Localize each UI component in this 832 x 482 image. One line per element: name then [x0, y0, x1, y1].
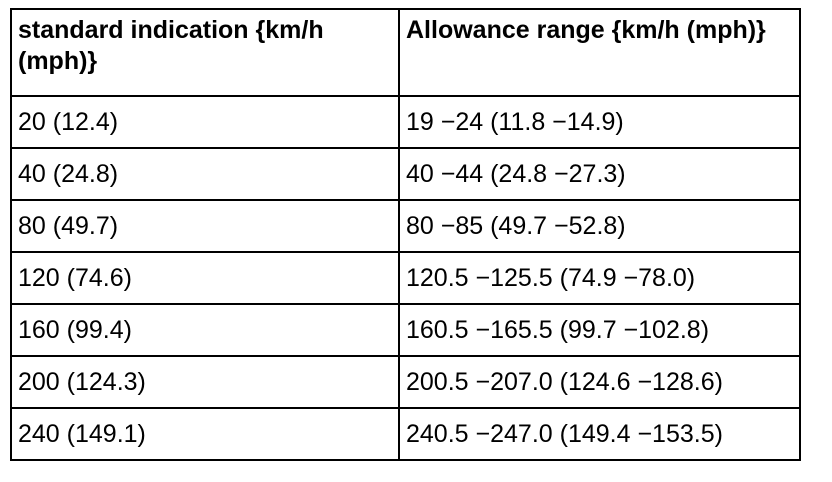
- table-row: 200 (124.3) 200.5 −207.0 (124.6 −128.6): [10, 355, 801, 409]
- table-row: 120 (74.6) 120.5 −125.5 (74.9 −78.0): [10, 251, 801, 305]
- table-row: 240 (149.1) 240.5 −247.0 (149.4 −153.5): [10, 407, 801, 461]
- speedometer-allowance-table-container: standard indication {km/h (mph)} Allowan…: [10, 8, 801, 461]
- allowance-range-cell: 200.5 −207.0 (124.6 −128.6): [398, 355, 801, 409]
- standard-indication-cell: 200 (124.3): [10, 355, 400, 409]
- allowance-range-cell: 19 −24 (11.8 −14.9): [398, 95, 801, 149]
- table-row: 40 (24.8) 40 −44 (24.8 −27.3): [10, 147, 801, 201]
- table-header-row: standard indication {km/h (mph)} Allowan…: [10, 8, 801, 97]
- header-allowance-range: Allowance range {km/h (mph)}: [398, 8, 801, 97]
- standard-indication-cell: 20 (12.4): [10, 95, 400, 149]
- standard-indication-cell: 240 (149.1): [10, 407, 400, 461]
- header-standard-indication: standard indication {km/h (mph)}: [10, 8, 400, 97]
- allowance-range-cell: 120.5 −125.5 (74.9 −78.0): [398, 251, 801, 305]
- allowance-range-cell: 240.5 −247.0 (149.4 −153.5): [398, 407, 801, 461]
- standard-indication-cell: 160 (99.4): [10, 303, 400, 357]
- allowance-range-cell: 40 −44 (24.8 −27.3): [398, 147, 801, 201]
- table-row: 160 (99.4) 160.5 −165.5 (99.7 −102.8): [10, 303, 801, 357]
- standard-indication-cell: 40 (24.8): [10, 147, 400, 201]
- table-row: 20 (12.4) 19 −24 (11.8 −14.9): [10, 95, 801, 149]
- table-row: 80 (49.7) 80 −85 (49.7 −52.8): [10, 199, 801, 253]
- speedometer-allowance-table: standard indication {km/h (mph)} Allowan…: [10, 8, 801, 461]
- allowance-range-cell: 160.5 −165.5 (99.7 −102.8): [398, 303, 801, 357]
- standard-indication-cell: 120 (74.6): [10, 251, 400, 305]
- allowance-range-cell: 80 −85 (49.7 −52.8): [398, 199, 801, 253]
- standard-indication-cell: 80 (49.7): [10, 199, 400, 253]
